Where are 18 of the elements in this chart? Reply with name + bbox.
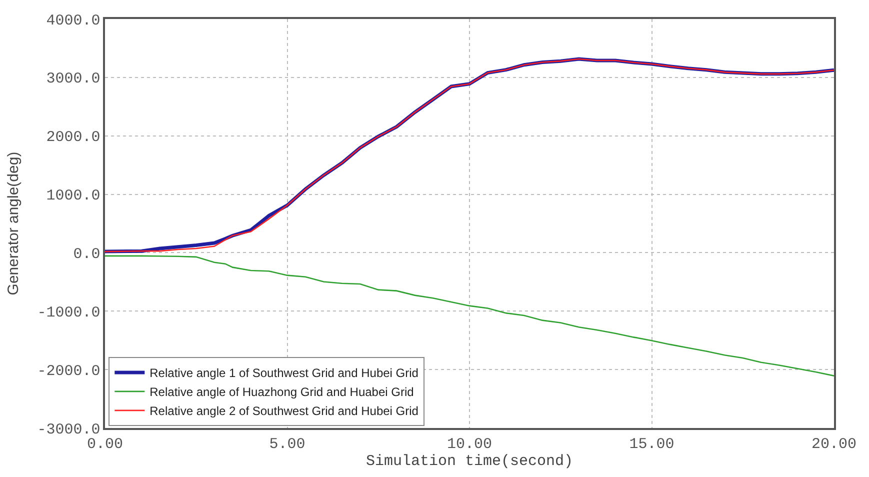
x-tick-label: 5.00: [269, 436, 306, 453]
x-tick-label: 20.00: [811, 436, 857, 453]
legend-label: Relative angle of Huazhong Grid and Huabei Grid: [150, 385, 414, 400]
legend-label: Relative angle 1 of Southwest Grid and Hubei Grid: [150, 366, 418, 380]
y-tick-label: -2000.0: [37, 362, 100, 380]
y-tick-label: -1000.0: [37, 304, 100, 322]
x-tick-label: 0.00: [86, 436, 124, 453]
y-tick-label: 3000.0: [46, 70, 100, 88]
y-tick-label: -3000.0: [37, 421, 100, 438]
x-axis-title: Simulation time(second): [366, 452, 574, 470]
x-tick-label: 15.00: [629, 436, 674, 453]
x-tick-label: 10.00: [446, 436, 492, 453]
y-tick-label: 1000.0: [46, 188, 100, 205]
legend-label: Relative angle 2 of Southwest Grid and Hubei Grid: [150, 404, 418, 418]
y-tick-label: 2000.0: [46, 129, 100, 146]
y-axis-title: Generator angle(deg): [4, 152, 22, 296]
y-tick-label: 4000.0: [46, 12, 100, 30]
y-tick-label: 0.0: [73, 246, 100, 263]
